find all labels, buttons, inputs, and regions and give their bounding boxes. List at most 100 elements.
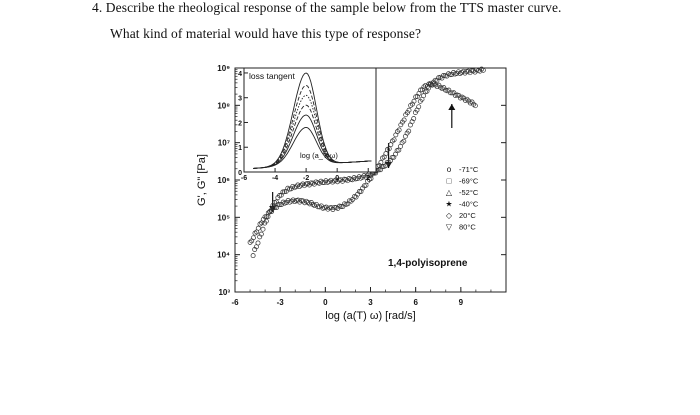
inset-x-label: log (a_T ω)	[300, 151, 338, 160]
storage-modulus-point	[300, 181, 306, 187]
loss-modulus-point	[378, 160, 384, 165]
storage-modulus-point	[447, 72, 453, 78]
legend-label: 80°C	[459, 223, 476, 232]
storage-modulus-point	[308, 180, 314, 186]
x-tick-label: -3	[277, 298, 285, 307]
storage-modulus-point	[416, 104, 422, 110]
legend-label: -71°C	[459, 165, 479, 174]
loss-modulus-point	[365, 178, 371, 184]
loss-modulus-point	[272, 204, 278, 210]
storage-modulus-point	[260, 226, 266, 232]
y-tick-label: 10⁸	[217, 101, 230, 110]
loss-modulus-point	[464, 96, 470, 102]
inset-title: loss tangent	[249, 71, 295, 81]
x-axis-label: log (a(T) ω) [rad/s]	[325, 310, 416, 322]
storage-modulus-point	[421, 93, 427, 99]
storage-modulus-point	[411, 116, 417, 122]
loss-modulus-point	[277, 202, 283, 208]
inset-x-tick-label: -6	[241, 175, 247, 182]
loss-modulus-point	[451, 90, 457, 96]
storage-modulus-point	[323, 178, 329, 184]
legend-marker: ★	[445, 200, 452, 209]
inset-frame	[243, 67, 377, 173]
storage-modulus-point	[255, 240, 261, 246]
loss-modulus-point	[260, 216, 266, 222]
y-tick-label: 10⁷	[218, 139, 230, 148]
y-tick-label: 10³	[218, 288, 230, 297]
x-tick-label: -6	[231, 298, 239, 307]
loss-modulus-point	[275, 201, 281, 207]
loss-modulus-point	[255, 225, 261, 231]
storage-modulus-point	[386, 159, 392, 165]
loss-modulus-point	[315, 204, 321, 210]
legend-marker: △	[446, 188, 453, 197]
inset-x-tick-label: 0	[335, 175, 339, 182]
loss-modulus-point	[250, 235, 256, 241]
loss-modulus-point	[419, 87, 425, 93]
loss-modulus-point	[262, 214, 268, 220]
loss-modulus-point	[297, 199, 303, 205]
loss-modulus-point	[406, 107, 412, 113]
loss-tangent-curve	[253, 94, 372, 169]
arrow-rubbery-head	[448, 104, 456, 110]
question-line-2: What kind of material would have this ty…	[110, 26, 422, 41]
loss-modulus-point	[418, 87, 424, 93]
y-tick-label: 10⁶	[217, 176, 230, 185]
storage-modulus-point	[301, 183, 307, 189]
legend: o -71°C □ -69°C △ -52°C ★ -40°C ◇ 20°C ▽ 80°C	[445, 165, 478, 232]
legend-marker: □	[447, 177, 452, 186]
loss-modulus-point	[267, 209, 273, 214]
storage-modulus-point	[359, 174, 365, 180]
x-tick-label: 9	[459, 298, 464, 307]
x-tick-label: 6	[413, 298, 418, 307]
legend-label: 20°C	[459, 211, 476, 220]
loss-modulus-point	[394, 129, 400, 135]
inset-x-tick-label: 2	[366, 175, 370, 182]
storage-modulus-point	[288, 186, 294, 192]
loss-tangent-curve	[253, 84, 372, 169]
loss-modulus-point	[285, 198, 291, 203]
storage-modulus-point	[455, 69, 461, 75]
storage-modulus-point	[250, 253, 256, 259]
material-annotation: 1,4-polyisoprene	[388, 258, 468, 269]
loss-modulus-point	[391, 137, 397, 143]
loss-modulus-point	[265, 210, 271, 216]
storage-modulus-point	[401, 138, 407, 144]
storage-modulus-point	[465, 68, 471, 74]
loss-modulus-point	[404, 110, 410, 116]
loss-modulus-point	[447, 90, 453, 96]
y-axis-label: G', G" [Pa]	[196, 154, 208, 206]
loss-modulus-point	[396, 127, 402, 133]
loss-modulus-point	[307, 201, 313, 207]
legend-label: -69°C	[459, 177, 479, 186]
storage-modulus-point	[454, 70, 460, 76]
storage-modulus-point	[318, 178, 324, 184]
storage-modulus-point	[353, 176, 359, 182]
x-tick-label: 0	[323, 298, 328, 307]
inset-x-tick-label: -4	[272, 175, 278, 182]
storage-modulus-point	[389, 154, 395, 160]
storage-modulus-point	[469, 68, 475, 74]
legend-marker: ▽	[446, 223, 453, 232]
loss-modulus-point	[433, 82, 438, 88]
inset-y-tick-label: 4	[238, 71, 242, 78]
storage-modulus-point	[412, 110, 418, 115]
y-tick-label: 10⁴	[217, 251, 230, 260]
loss-modulus-point	[247, 239, 253, 245]
storage-modulus-point	[336, 177, 342, 183]
inset-y-tick-label: 2	[238, 120, 242, 127]
legend-marker: ◇	[446, 211, 453, 220]
inset-x-tick-label: -2	[303, 175, 309, 182]
loss-modulus-point	[356, 189, 362, 194]
loss-modulus-point	[441, 85, 447, 91]
storage-modulus-point	[287, 186, 292, 192]
storage-modulus-point	[376, 167, 382, 173]
loss-modulus-point	[446, 87, 452, 93]
y-tick-label: 10⁹	[217, 64, 230, 73]
loss-modulus-point	[289, 198, 294, 204]
loss-modulus-point	[338, 204, 344, 209]
inset-chart: loss tangent log (a_T ω) -6 -4 -2 0 2 0 1 2 3 4	[238, 67, 377, 182]
inset-y-tick-label: 1	[238, 145, 242, 152]
main-data	[247, 66, 486, 259]
loss-modulus-point	[368, 176, 374, 181]
